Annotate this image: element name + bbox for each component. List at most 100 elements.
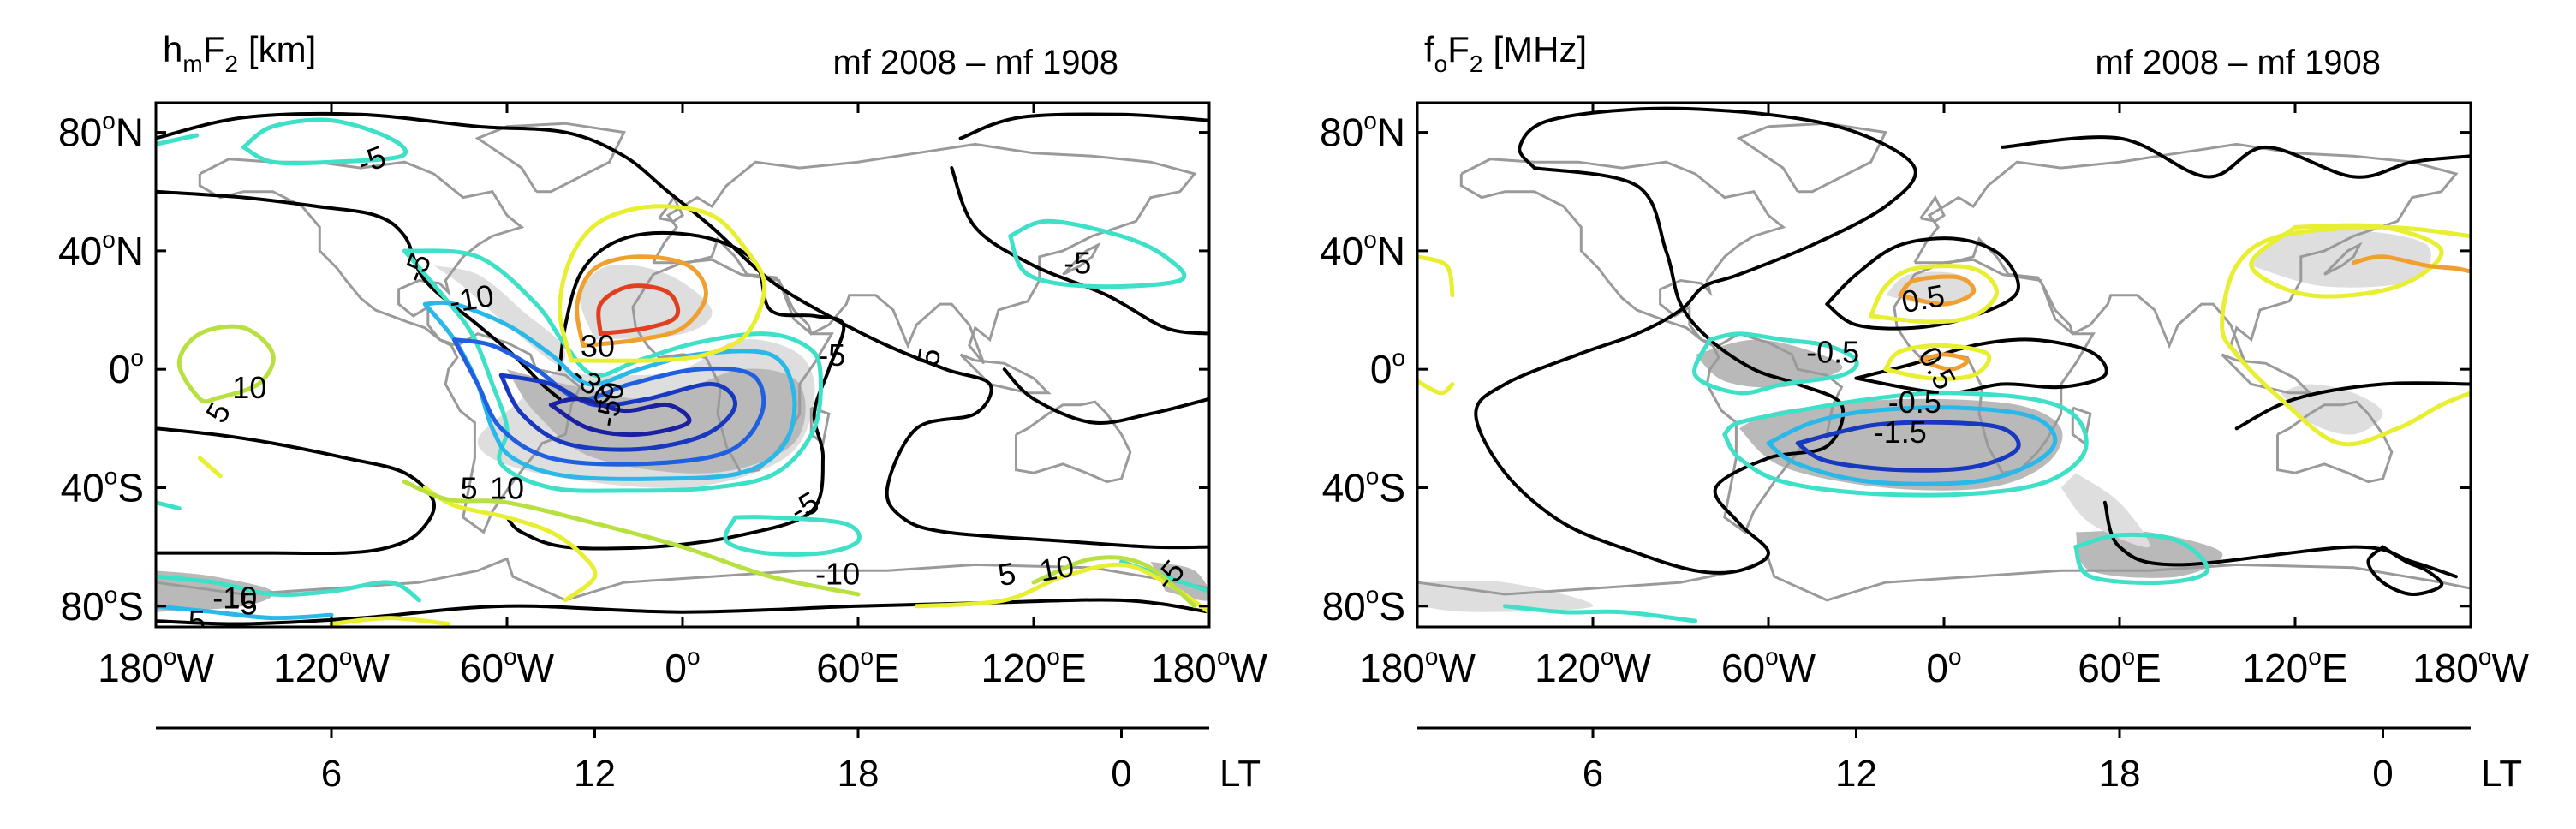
contour-line — [156, 604, 334, 621]
contour-label: 5 — [461, 470, 478, 505]
contour-line — [156, 500, 182, 511]
lt-axis: 6 12 18 0 LT — [1417, 726, 2522, 795]
contour-line — [422, 300, 797, 481]
y-tick-label: 80oS — [1322, 581, 1405, 629]
x-tick-label: 60oE — [816, 643, 899, 690]
lt-axis-label: LT — [1219, 753, 1261, 795]
contour-line — [156, 426, 437, 556]
contour-line — [1417, 379, 1455, 396]
contour-line — [176, 324, 276, 404]
y-tick-labels: 80oN 40oN 0o 40oS 80oS — [1320, 108, 1405, 629]
q-sub2: 2 — [224, 51, 238, 77]
contour-line — [156, 598, 1209, 626]
panel-hmf2: hmF2 [km] mf 2008 – mf 1908 -5-10-510530-… — [58, 29, 1267, 795]
contour-line — [1766, 405, 2058, 486]
contour-line — [596, 283, 681, 337]
contour-line — [156, 133, 200, 146]
y-tick-label: 40oN — [1320, 226, 1405, 273]
lt-tick-label: 18 — [2099, 753, 2141, 795]
contour-line — [452, 337, 766, 467]
x-tick-label: 180oW — [1359, 643, 1476, 690]
contour-label: -5 — [1064, 246, 1091, 281]
contour-lines — [1417, 106, 2471, 623]
axis-ticks — [154, 103, 1211, 627]
axis-ticks — [1416, 103, 2472, 627]
contour-line — [2249, 223, 2444, 299]
y-tick-label: 40oN — [58, 226, 144, 273]
x-tick-label: 180oW — [1151, 643, 1267, 690]
shaded-regions — [156, 264, 1209, 612]
coastline — [652, 142, 1197, 365]
contour-label: -50 — [588, 379, 630, 429]
lt-tick-label: 0 — [1111, 753, 1131, 795]
contour-line — [1883, 343, 1992, 381]
x-tick-label: 180oW — [98, 643, 214, 690]
contour-line — [2073, 532, 2210, 586]
x-tick-label: 0o — [1926, 643, 1961, 690]
contour-line — [422, 486, 598, 603]
lt-tick-label: 6 — [321, 753, 342, 795]
q-sub: o — [1434, 51, 1448, 77]
coastline — [198, 158, 582, 534]
panel-quantity-label: hmF2 [km] — [163, 29, 316, 77]
x-tick-labels: 180oW 120oW 60oW 0o 60oE 120oE 180oW — [98, 643, 1267, 690]
coastline — [1062, 242, 1101, 276]
contour-line — [2220, 224, 2471, 447]
q-sub2: 2 — [1470, 51, 1483, 77]
contour-line — [723, 515, 862, 557]
panel-fof2: foF2 [MHz] mf 2008 – mf 1908 0.5-0.5 0.5-0… — [1320, 29, 2529, 795]
lt-tick-label: 12 — [1835, 753, 1877, 795]
contour-line — [2366, 545, 2444, 597]
lt-tick-label: 12 — [574, 753, 616, 795]
coastline — [809, 406, 831, 446]
shaded-region — [1695, 339, 1843, 388]
x-tick-labels: 180oW 120oW 60oW 0o 60oE 120oE 180oW — [1359, 643, 2529, 690]
shaded-region — [580, 264, 713, 340]
x-tick-label: 120oW — [1535, 643, 1651, 690]
coastline — [1417, 557, 2471, 602]
contour-line — [1795, 420, 2021, 473]
contour-lines — [156, 111, 1209, 626]
contour-line — [1031, 555, 1197, 609]
contour-line — [2351, 254, 2471, 274]
contour-line — [1722, 391, 2089, 498]
contour-line — [548, 397, 692, 438]
y-tick-label: 80oN — [58, 108, 144, 155]
x-tick-label: 120oE — [2242, 643, 2347, 690]
x-tick-label: 60oW — [1721, 643, 1816, 690]
lt-tick-label: 18 — [838, 753, 880, 795]
contour-line — [156, 189, 562, 401]
contour-line — [2102, 500, 2458, 579]
contour-line — [505, 230, 846, 551]
map-area: 0.5-0.5 0.5-0.5-1.5 — [1417, 103, 2471, 627]
contour-line — [2234, 381, 2471, 431]
contour-line — [575, 254, 708, 348]
contour-line — [1898, 274, 1977, 307]
lt-tick-label: 0 — [2372, 753, 2393, 795]
contour-line — [329, 616, 451, 626]
coastline — [2323, 242, 2363, 276]
contour-label: 10 — [490, 470, 524, 505]
x-tick-label: 120oW — [273, 643, 390, 690]
q-main: h — [163, 29, 182, 69]
contour-label: -5 — [230, 586, 257, 621]
contour-line — [1008, 218, 1187, 289]
coastline — [959, 353, 1052, 395]
contour-label: -5 — [818, 337, 845, 373]
q-main: f — [1424, 29, 1434, 69]
contour-line — [1825, 236, 2020, 331]
contour-line — [1503, 604, 1698, 623]
contour-label: 10 — [232, 370, 266, 405]
contour-line — [950, 166, 1209, 336]
x-tick-label: 60oE — [2078, 643, 2161, 690]
x-tick-label: 60oW — [460, 643, 555, 690]
y-tick-label: 40oS — [1322, 462, 1405, 510]
panel-quantity-label: foF2 [MHz] — [1424, 29, 1587, 77]
x-tick-label: 0o — [665, 643, 700, 690]
q-main2: F — [1447, 29, 1470, 69]
q-unit: [km] — [248, 29, 316, 69]
contour-line — [1918, 352, 1970, 372]
coastlines — [1417, 122, 2471, 602]
